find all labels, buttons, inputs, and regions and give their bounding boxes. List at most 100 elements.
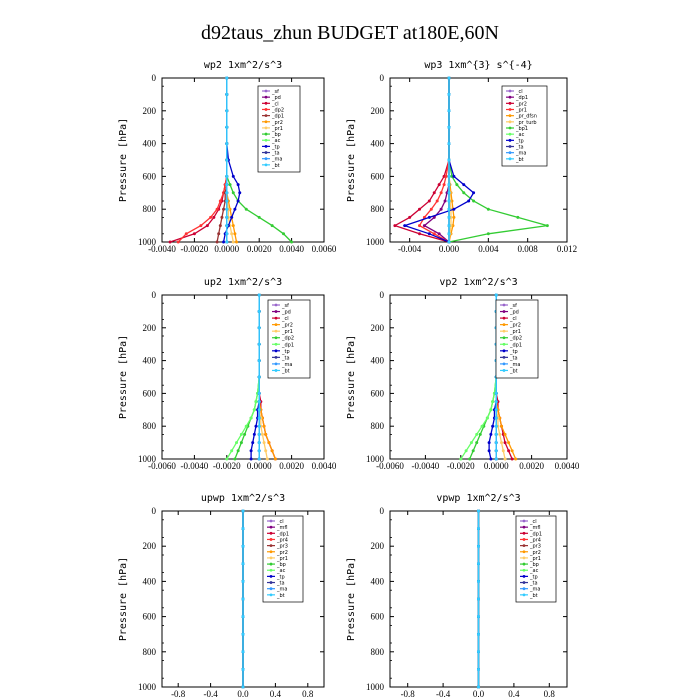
series-point: [184, 232, 188, 236]
series-point: [447, 191, 451, 195]
series-point: [257, 391, 261, 395]
legend-label: _pr1: [276, 556, 288, 562]
series-point: [265, 457, 269, 461]
series-point: [447, 207, 451, 211]
series-point: [477, 632, 480, 636]
legend-label: _cl: [271, 101, 279, 107]
y-axis-label: Pressure [hPa]: [118, 118, 129, 202]
legend-marker: [502, 355, 506, 359]
legend-marker: [274, 362, 278, 366]
legend-marker: [502, 362, 506, 366]
legend-label: _bt: [281, 368, 290, 374]
legend-marker: [264, 151, 268, 154]
panels-container: wp2 1xm^2/s^3 Pressure [hPa] 0 200 400 600 800…: [118, 60, 580, 699]
series-point: [487, 441, 491, 445]
series-point: [491, 400, 495, 404]
series-point: [218, 224, 222, 228]
legend-label: _pr1: [509, 329, 521, 335]
y-tick-label: 1000: [366, 454, 385, 464]
y-tick-label: 800: [143, 421, 157, 431]
series-point: [225, 207, 229, 211]
series-point: [455, 183, 459, 187]
legend-label: _bt: [276, 593, 285, 599]
series-point: [225, 457, 229, 461]
legend-marker: [274, 369, 278, 372]
plot-frame: [161, 77, 325, 243]
legend-label: _pr2: [271, 120, 283, 126]
y-tick-label: 800: [371, 204, 385, 214]
series-point: [494, 391, 498, 395]
y-tick-label: 800: [371, 647, 385, 657]
plot-frame: [161, 294, 325, 460]
series-point: [230, 449, 234, 453]
x-tick-label: 0.000: [439, 244, 460, 254]
series-point: [452, 174, 456, 178]
x-tick-label: 0.0: [473, 689, 485, 699]
legend-label: _bp1: [515, 126, 528, 132]
legend-label: _ta: [509, 355, 518, 361]
series-point: [418, 207, 421, 211]
series-point: [475, 441, 479, 445]
legend-label: _ta: [271, 151, 280, 157]
legend-marker: [522, 581, 526, 584]
legend-marker: [502, 342, 506, 346]
series-point: [494, 408, 498, 412]
y-tick-label: 800: [371, 421, 385, 431]
series-point: [257, 416, 261, 420]
series-point: [467, 199, 471, 203]
series-point: [257, 441, 261, 445]
legend: _cl_mfl_dp1_pr4_pr3_pr2_pr1_bp_ac_tp_ta_…: [515, 515, 557, 603]
series-point: [468, 457, 472, 461]
series-point: [418, 224, 421, 228]
panel-title: up2 1xm^2/s^3: [204, 277, 282, 288]
series-point: [447, 125, 451, 129]
series-point: [477, 579, 480, 583]
series-point: [403, 224, 407, 228]
series-point: [408, 215, 412, 219]
series-point: [209, 215, 213, 219]
series-point: [290, 240, 294, 244]
legend-marker: [269, 525, 273, 529]
legend-label: _tp: [515, 138, 524, 144]
series-point: [472, 191, 476, 195]
series-point: [257, 215, 261, 219]
legend-label: _cl: [276, 519, 284, 525]
legend-marker: [264, 163, 268, 167]
legend-label: _bt: [515, 157, 524, 163]
legend-label: _sf: [271, 89, 279, 95]
y-tick-label: 400: [371, 576, 385, 586]
legend-label: _dp1: [509, 342, 522, 348]
series-point: [486, 232, 490, 236]
series-point: [257, 424, 261, 428]
legend-marker: [274, 316, 278, 320]
legend-marker: [502, 369, 506, 372]
y-tick-label: 1000: [366, 237, 385, 247]
legend-marker: [508, 132, 512, 136]
legend-label: _pr1: [281, 329, 293, 335]
legend: _sf_pd_cl_pr2_pr1_dp2_dp1_tp_ta_ma_bt: [267, 299, 311, 379]
y-tick-label: 1000: [138, 237, 157, 247]
legend-label: _pr_turb: [515, 120, 537, 126]
x-tick-label: 0.0000: [247, 461, 272, 471]
legend-marker: [274, 303, 278, 307]
series-point: [439, 207, 443, 211]
y-tick-label: 400: [371, 139, 385, 149]
legend-marker: [264, 114, 268, 118]
legend-label: _pr1: [515, 108, 527, 114]
y-tick-label: 600: [143, 612, 157, 622]
series-point: [257, 359, 261, 363]
legend-marker: [264, 138, 268, 142]
y-tick-label: 400: [371, 356, 385, 366]
y-tick-label: 600: [143, 171, 157, 181]
legend-marker: [264, 157, 268, 161]
legend-label: _pd: [271, 95, 281, 101]
legend-label: _tp: [271, 144, 280, 150]
legend-label: _pr3: [276, 544, 288, 550]
series-point: [503, 441, 507, 445]
legend-marker: [502, 316, 506, 320]
series-point: [225, 199, 229, 203]
series-point: [215, 240, 219, 244]
series-point: [225, 224, 229, 228]
series-point: [257, 400, 261, 404]
